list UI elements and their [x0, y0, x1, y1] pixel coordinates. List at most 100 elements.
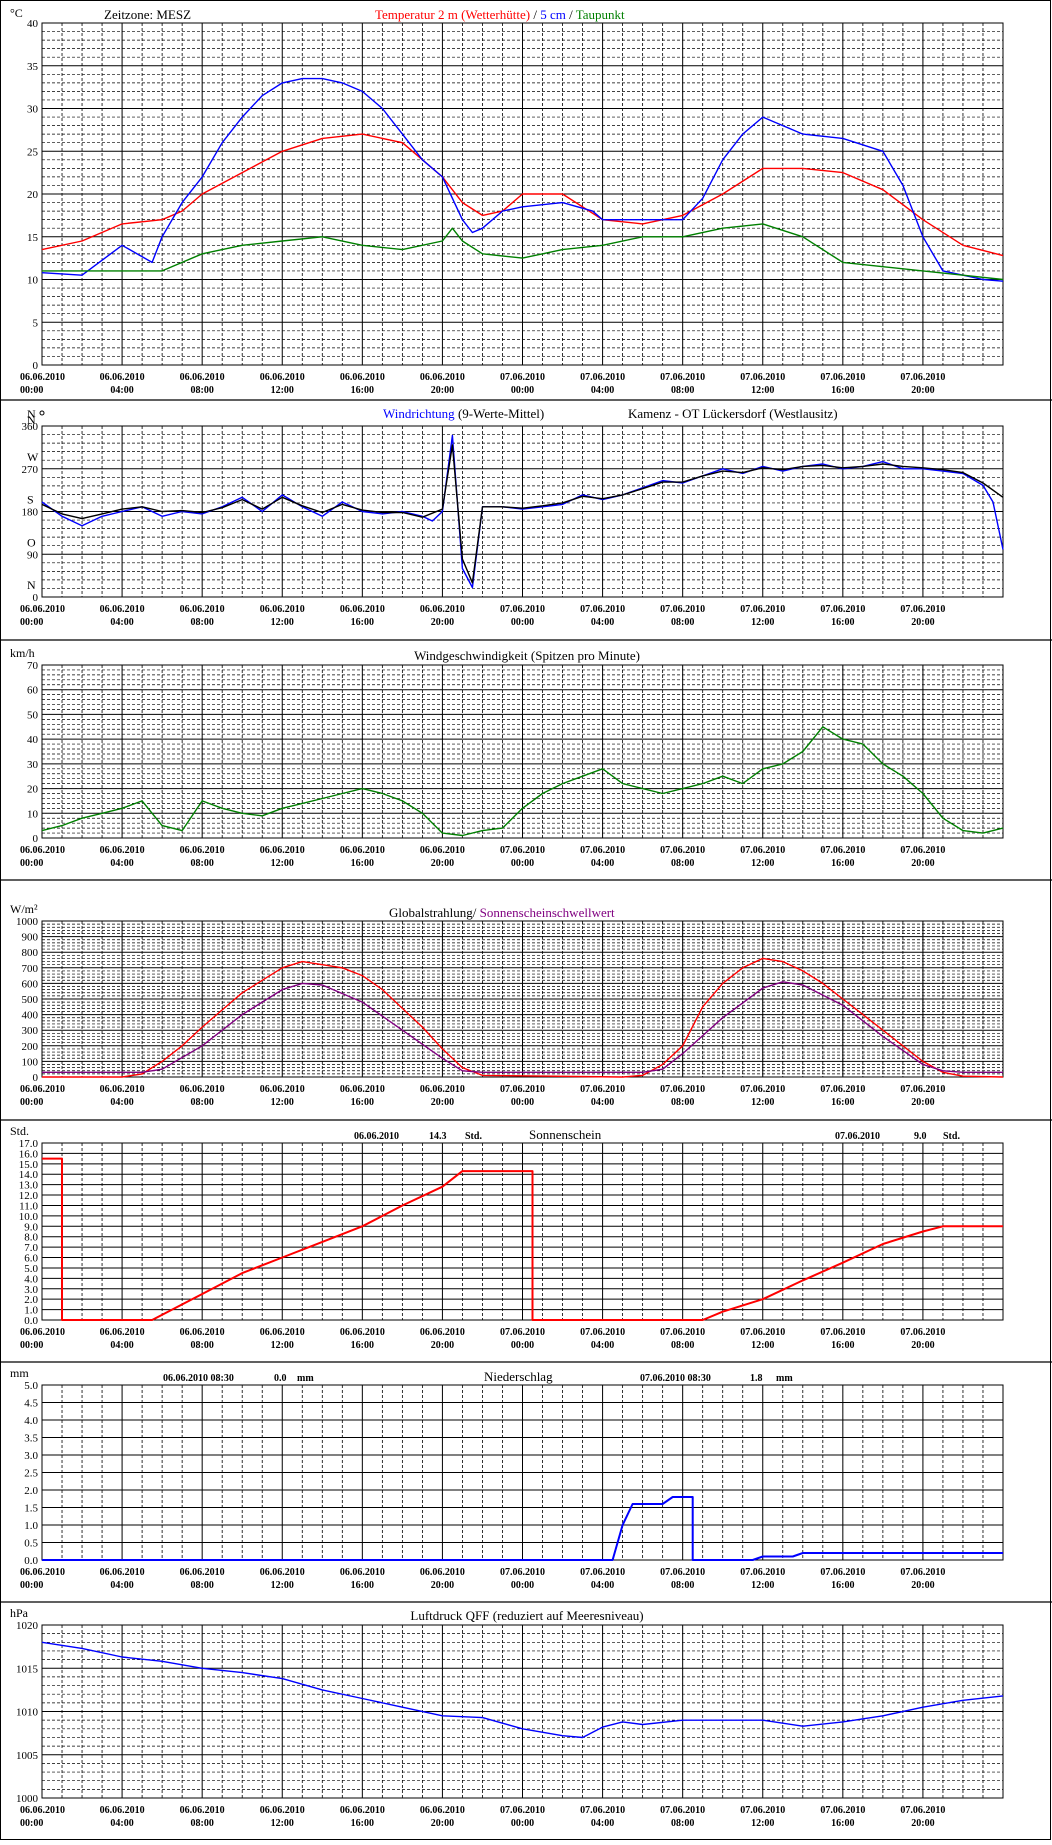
chart-title: Sonnenschein	[529, 1127, 602, 1142]
xtick-date: 07.06.2010	[900, 1567, 945, 1578]
title-part: Globalstrahlung/	[389, 905, 477, 920]
plot-frame	[41, 1142, 1004, 1321]
summary-label: Std.	[465, 1131, 482, 1142]
xtick-time: 04:00	[591, 858, 614, 869]
xtick-time: 04:00	[110, 385, 133, 396]
xtick-date: 07.06.2010	[660, 1327, 705, 1338]
xtick-date: 06.06.2010	[420, 1327, 465, 1338]
ytick-label: 5.0	[24, 1380, 38, 1392]
xtick-date: 06.06.2010	[340, 1327, 385, 1338]
xtick-time: 20:00	[911, 1340, 934, 1351]
chart-title: Windgeschwindigkeit (Spitzen pro Minute)	[414, 648, 640, 663]
xtick-time: 00:00	[20, 385, 43, 396]
ytick-label: 13.0	[19, 1180, 39, 1192]
unit-label: W/m²	[10, 902, 38, 916]
xtick-time: 12:00	[271, 1097, 294, 1108]
summary-label: 07.06.2010 08:30	[640, 1373, 711, 1384]
xtick-date: 06.06.2010	[260, 1084, 305, 1095]
ytick-label: 4.0	[24, 1415, 38, 1427]
xtick-date: 07.06.2010	[900, 845, 945, 856]
chart-title: Globalstrahlung/ Sonnenscheinschwellwert	[389, 905, 615, 920]
xtick-time: 04:00	[110, 617, 133, 628]
xtick-date: 06.06.2010	[180, 1084, 225, 1095]
series-line-temp-0	[41, 133, 1004, 257]
xtick-time: 00:00	[511, 1097, 534, 1108]
xtick-date: 07.06.2010	[660, 372, 705, 383]
xtick-time: 12:00	[751, 1097, 774, 1108]
xtick-time: 20:00	[911, 1818, 934, 1829]
plot-frame	[41, 22, 1004, 366]
ytick-label: 0.5	[24, 1538, 38, 1550]
xtick-time: 12:00	[271, 1340, 294, 1351]
xtick-date: 07.06.2010	[820, 604, 865, 615]
xtick-date: 07.06.2010	[500, 1567, 545, 1578]
summary-label: 06.06.2010 08:30	[163, 1373, 234, 1384]
title-part: Temperatur 2 m (Wetterhütte)	[375, 7, 530, 22]
ytick-label: 8.0	[24, 1232, 38, 1244]
panel-temp: 0 5 10 15 20 25 30 35 40 °C Zeitzone: MESZ Temperat…	[0, 6, 1052, 401]
ytick-label: 3.5	[24, 1433, 38, 1445]
xtick-time: 04:00	[591, 1097, 614, 1108]
xtick-date: 07.06.2010	[820, 1567, 865, 1578]
xtick-time: 04:00	[110, 1580, 133, 1591]
xtick-date: 07.06.2010	[740, 1567, 785, 1578]
ytick-label: 1000	[16, 916, 39, 928]
xtick-time: 16:00	[831, 858, 854, 869]
ytick-label: 0.0	[24, 1555, 38, 1567]
ytick-label: 300	[22, 1025, 39, 1037]
ytick-label: 1000	[16, 1793, 39, 1805]
ytick-label: 3.0	[24, 1284, 38, 1296]
series-line-sunshine-0	[42, 1157, 1003, 1321]
ytick-label: 6.0	[24, 1253, 38, 1265]
xtick-time: 08:00	[190, 1818, 213, 1829]
timezone-label: Zeitzone: MESZ	[104, 7, 191, 22]
ytick-label: 900	[22, 932, 39, 944]
ytick-label: 0	[33, 592, 39, 604]
xtick-date: 06.06.2010	[20, 1805, 65, 1816]
xtick-date: 07.06.2010	[500, 1327, 545, 1338]
xtick-time: 00:00	[511, 858, 534, 869]
xtick-time: 00:00	[20, 1580, 43, 1591]
xtick-time: 12:00	[271, 385, 294, 396]
ytick-label: 700	[22, 963, 39, 975]
ytick-label: 20	[27, 189, 39, 201]
ytick-label: 1005	[16, 1750, 39, 1762]
xtick-time: 04:00	[110, 1818, 133, 1829]
plot-frame	[41, 920, 1004, 1078]
xtick-time: 16:00	[831, 385, 854, 396]
title-part: /	[530, 7, 540, 22]
ytick-label: 40	[27, 18, 39, 30]
xtick-time: 04:00	[110, 858, 133, 869]
series-line-windspeed-0	[41, 726, 1004, 837]
ytick-label: 35	[27, 61, 39, 73]
ytick-label: 200	[22, 1041, 39, 1053]
ytick-label: 600	[22, 978, 39, 990]
ytick-label: 4.0	[24, 1273, 38, 1285]
xtick-time: 00:00	[511, 617, 534, 628]
xtick-time: 04:00	[591, 385, 614, 396]
xtick-date: 06.06.2010	[20, 1567, 65, 1578]
xtick-time: 04:00	[591, 617, 614, 628]
ytick-label: 180	[22, 507, 39, 519]
title-part: Sonnenscheinschwellwert	[476, 905, 615, 920]
xtick-time: 08:00	[671, 617, 694, 628]
xtick-date: 06.06.2010	[20, 604, 65, 615]
ytick-label: 1.5	[24, 1503, 38, 1515]
summary-label: 9.0	[914, 1131, 927, 1142]
xtick-time: 08:00	[190, 858, 213, 869]
ytick-label: 17.0	[19, 1138, 39, 1150]
xtick-date: 06.06.2010	[20, 1327, 65, 1338]
summary-label: 14.3	[429, 1131, 447, 1142]
direction-letter: O	[27, 535, 36, 549]
xtick-date: 07.06.2010	[740, 845, 785, 856]
chart-title: Windrichtung (9-Werte-Mittel)	[383, 406, 544, 421]
ytick-label: 90	[27, 549, 39, 561]
degree-symbol	[39, 410, 45, 416]
xtick-time: 12:00	[751, 385, 774, 396]
ytick-label: 2.0	[24, 1485, 38, 1497]
ytick-label: 7.0	[24, 1242, 38, 1254]
xtick-date: 07.06.2010	[500, 604, 545, 615]
